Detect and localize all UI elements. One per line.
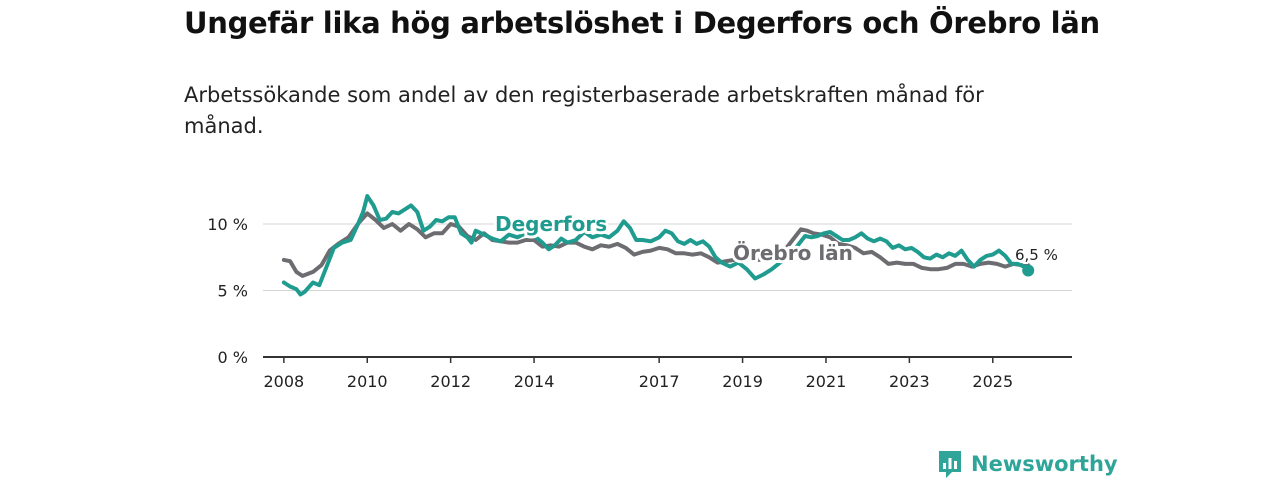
y-tick-label: 0 % (218, 348, 248, 367)
x-tick-label: 2012 (430, 372, 471, 391)
last-value-label: 6,5 % (1015, 246, 1058, 264)
x-tick-label: 2019 (722, 372, 763, 391)
y-tick-label: 5 % (218, 282, 248, 301)
chart-subtitle: Arbetssökande som andel av den registerb… (184, 83, 984, 138)
x-tick-label: 2008 (263, 372, 304, 391)
series-line-orebro-lan (281, 211, 1031, 278)
x-axis: 2008 2010 2012 2014 2017 2019 2021 2023 2025 (263, 356, 1072, 391)
brand-name: Newsworthy (971, 452, 1118, 476)
series-label-orebro-lan: Örebro län (733, 241, 853, 265)
newsworthy-logo: Newsworthy (937, 449, 1118, 479)
x-tick-label: 2010 (347, 372, 388, 391)
gridlines (263, 223, 1072, 291)
x-tick-label: 2025 (972, 372, 1013, 391)
x-tick-label: 2014 (514, 372, 555, 391)
series-label-degerfors: Degerfors (495, 212, 607, 236)
series-line-degerfors (281, 194, 1031, 297)
chart-title: Ungefär lika hög arbetslöshet i Degerfor… (184, 6, 1100, 40)
x-tick-label: 2021 (806, 372, 847, 391)
series-layer (281, 194, 1035, 297)
x-tick-label: 2017 (639, 372, 680, 391)
series-labels: Degerfors Örebro län 6,5 % (492, 209, 1060, 268)
y-tick-label: 10 % (207, 215, 248, 234)
newsworthy-logo-icon (939, 451, 961, 478)
last-point-marker (1022, 264, 1035, 277)
x-tick-label: 2023 (889, 372, 930, 391)
y-axis: 0 % 5 % 10 % (207, 215, 248, 367)
